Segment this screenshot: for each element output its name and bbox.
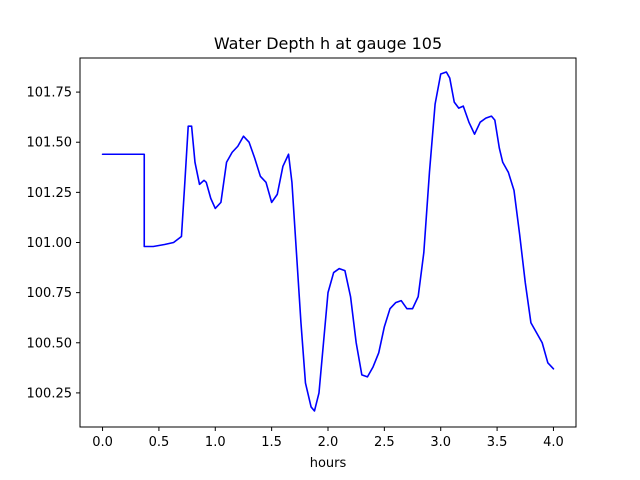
x-tick-label: 3.5 (487, 435, 508, 450)
y-tick-label: 101.00 (27, 236, 73, 251)
x-tick-label: 1.0 (205, 435, 226, 450)
x-tick-label: 0.5 (149, 435, 170, 450)
y-axis-ticks: 100.25 100.50 100.75 101.00 101.25 101.50 101.… (27, 86, 80, 401)
x-tick-label: 2.5 (374, 435, 395, 450)
x-tick-label: 0.0 (92, 435, 113, 450)
x-tick-label: 1.5 (261, 435, 282, 450)
plot-area (79, 57, 577, 428)
x-axis-label: hours (310, 456, 347, 471)
y-tick-label: 101.25 (27, 186, 73, 201)
x-tick-label: 4.0 (543, 435, 564, 450)
x-tick-label: 3.0 (430, 435, 451, 450)
series-line-0 (101, 71, 555, 412)
x-tick-label: 2.0 (318, 435, 339, 450)
y-tick-label: 100.75 (27, 286, 73, 301)
y-tick-label: 100.50 (27, 336, 73, 351)
x-axis-ticks: 0.0 0.5 1.0 1.5 2.0 2.5 3.0 3.5 4.0 (92, 427, 564, 450)
y-tick-label: 100.25 (27, 386, 73, 401)
y-tick-label: 101.75 (27, 86, 73, 101)
y-tick-label: 101.50 (27, 136, 73, 151)
plot-frame (79, 57, 577, 428)
chart-title: Water Depth h at gauge 105 (214, 34, 442, 53)
